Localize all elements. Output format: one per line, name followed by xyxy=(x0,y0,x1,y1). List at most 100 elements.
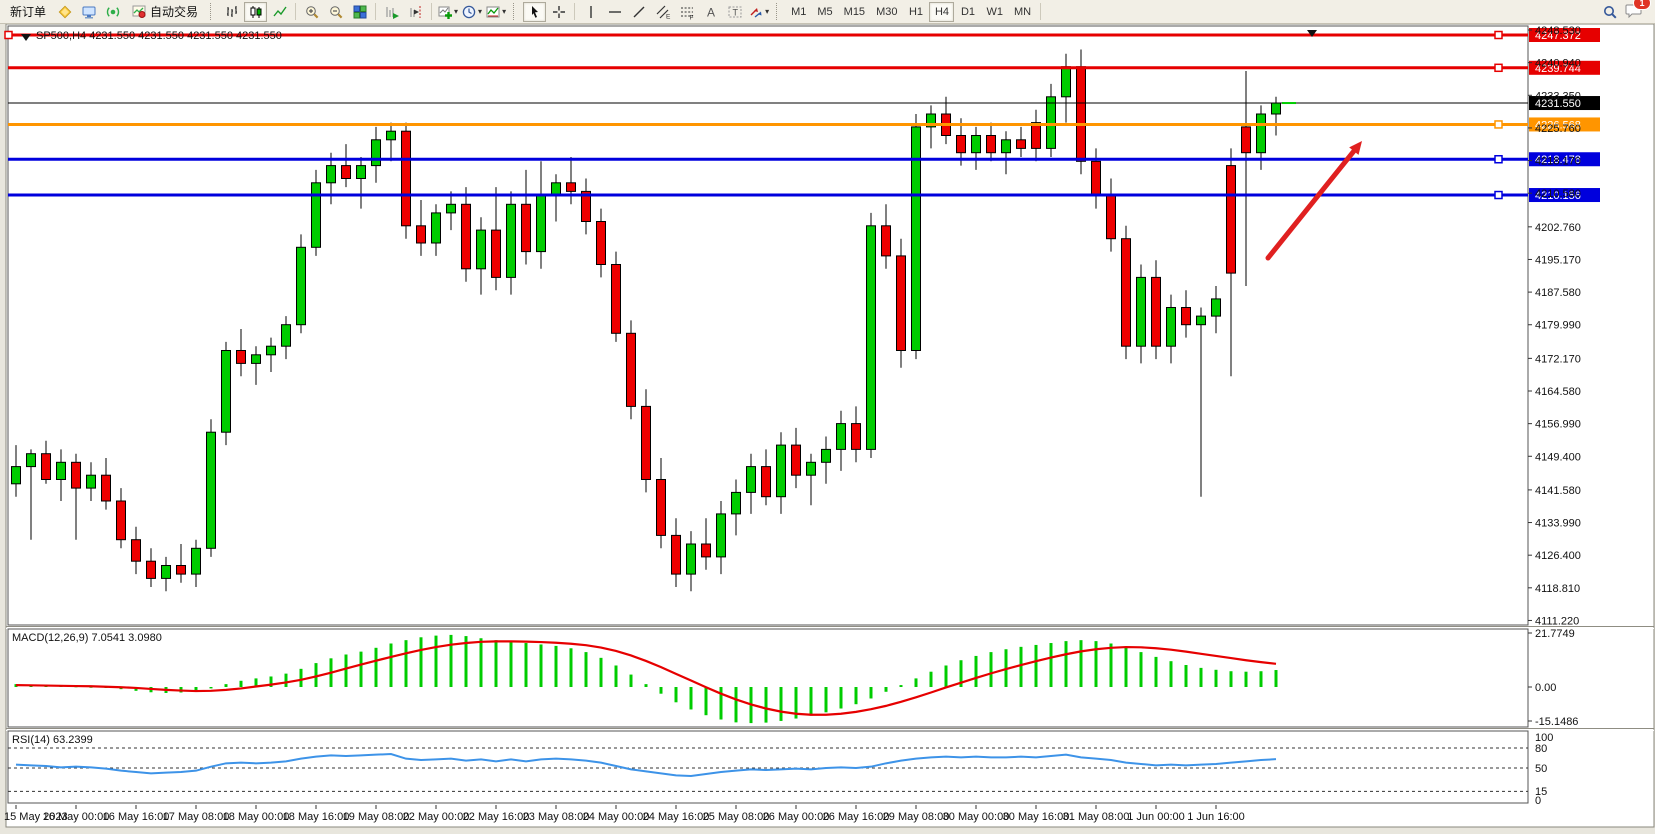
toolbar-grip xyxy=(513,3,518,20)
macd-histogram-bar xyxy=(734,687,738,723)
candle-body xyxy=(1196,315,1206,326)
fibonacci-icon[interactable]: F xyxy=(675,2,698,22)
macd-histogram-bar xyxy=(1229,671,1233,687)
price-level-badge-text: 4210.156 xyxy=(1535,190,1581,202)
period-m5-button[interactable]: M5 xyxy=(812,2,837,22)
macd-histogram-bar xyxy=(1214,669,1218,687)
autotrade-button[interactable]: 自动交易 xyxy=(125,2,204,22)
level-handle[interactable] xyxy=(1494,190,1503,200)
macd-histogram-bar xyxy=(254,678,258,687)
new-chart-button[interactable]: ▾ xyxy=(436,2,459,22)
rsi-label: RSI(14) 63.2399 xyxy=(12,734,93,746)
candlestick-chart-icon[interactable] xyxy=(244,1,268,22)
timeframes-clock-button[interactable]: ▾ xyxy=(460,2,483,22)
level-handle[interactable] xyxy=(1494,120,1503,129)
period-h4-button[interactable]: H4 xyxy=(929,1,955,22)
time-tick-label: 1 Jun 00:00 xyxy=(1127,811,1185,823)
macd-histogram-bar xyxy=(869,687,873,699)
macd-histogram-bar xyxy=(794,687,798,719)
cursor-icon[interactable] xyxy=(523,1,547,22)
price-level-badge xyxy=(1529,152,1600,167)
macd-signal-line xyxy=(15,640,1277,716)
time-tick-label: 25 May 08:00 xyxy=(703,811,770,823)
toolbar-separator xyxy=(431,3,433,20)
arrows-shapes-button[interactable]: ▾ xyxy=(747,2,770,22)
macd-histogram-bar xyxy=(599,657,603,687)
period-d1-button[interactable]: D1 xyxy=(955,2,980,22)
signal-icon[interactable] xyxy=(101,2,124,22)
macd-histogram-bar xyxy=(1274,670,1278,687)
time-tick-label: 15 May 2023 xyxy=(4,811,68,823)
level-handle[interactable] xyxy=(1494,63,1503,73)
price-tick-label: 4149.400 xyxy=(1535,451,1581,463)
horizontal-level-lines[interactable]: 4247.372 4239.744 4226.568 4218.478 4210.156… xyxy=(4,28,1600,203)
period-m30-button[interactable]: M30 xyxy=(871,2,902,22)
candle-body xyxy=(791,444,801,476)
level-handle[interactable] xyxy=(1494,30,1503,40)
chart-shift-icon[interactable] xyxy=(404,2,427,22)
vertical-line-icon[interactable] xyxy=(579,2,602,22)
tile-windows-icon[interactable] xyxy=(348,2,371,22)
trend-arrow-shaft[interactable] xyxy=(1265,143,1361,261)
level-handle[interactable] xyxy=(4,30,13,40)
rsi-panel xyxy=(7,730,1529,804)
rsi-axis-label: 50 xyxy=(1535,763,1547,775)
equidistant-channel-icon[interactable]: E xyxy=(651,2,674,22)
zoom-in-icon[interactable] xyxy=(300,2,323,22)
candle-body xyxy=(986,134,996,154)
candle-body xyxy=(806,461,816,476)
macd-histogram-bar xyxy=(914,678,918,687)
period-m15-button[interactable]: M15 xyxy=(839,2,870,22)
time-tick-label: 18 May 16:00 xyxy=(283,811,350,823)
macd-histogram-bar xyxy=(449,634,453,687)
terminal-icon[interactable] xyxy=(77,2,100,22)
macd-histogram-bar xyxy=(689,687,693,710)
notifications[interactable]: 1 xyxy=(1622,0,1651,23)
period-m1-button[interactable]: M1 xyxy=(786,2,811,22)
level-handle[interactable] xyxy=(1494,154,1503,164)
macd-histogram-bar xyxy=(839,687,843,709)
price-tick-label: 4218.170 xyxy=(1535,156,1581,168)
candle-body xyxy=(911,126,921,351)
horizontal-line-icon[interactable] xyxy=(603,2,626,22)
price-level-badge xyxy=(1529,188,1600,203)
price-axis[interactable]: 4248.530 4240.940 4233.350 4225.760 4218.170… xyxy=(1528,25,1581,627)
line-chart-icon[interactable] xyxy=(268,2,291,22)
search-icon[interactable] xyxy=(1598,2,1621,22)
period-h1-button[interactable]: H1 xyxy=(903,2,928,22)
candle-body xyxy=(56,461,66,480)
trendline-icon[interactable] xyxy=(627,2,650,22)
autoscroll-icon[interactable] xyxy=(380,2,403,22)
bar-chart-icon[interactable] xyxy=(220,2,243,22)
chart-plot-area[interactable] xyxy=(7,25,1529,626)
candle-body xyxy=(281,324,291,347)
trend-arrow-annotation[interactable] xyxy=(1265,141,1362,261)
macd-histogram-bar xyxy=(584,652,588,687)
new-order-button[interactable]: 新订单 xyxy=(4,2,52,22)
candle-body xyxy=(236,349,246,364)
chart-area: 4247.372 4239.744 4226.568 4218.478 4210.156… xyxy=(0,23,1655,829)
price-level-badge-text: 4226.568 xyxy=(1535,119,1581,131)
macd-histogram-bar xyxy=(1124,647,1128,687)
macd-histogram-bar xyxy=(239,680,243,687)
candle-body xyxy=(86,474,96,489)
macd-histogram-bar xyxy=(704,687,708,716)
crosshair-icon[interactable] xyxy=(547,2,570,22)
zoom-out-icon[interactable] xyxy=(324,2,347,22)
indicators-button[interactable]: ▾ xyxy=(484,2,507,22)
candle-body xyxy=(776,444,786,498)
price-level-badge xyxy=(1529,117,1600,132)
candle-body xyxy=(371,139,381,167)
period-mn-button[interactable]: MN xyxy=(1009,2,1036,22)
period-w1-button[interactable]: W1 xyxy=(981,2,1008,22)
macd-histogram-bar xyxy=(539,644,543,687)
macd-axis-label: 0.00 xyxy=(1535,682,1556,694)
candle-body xyxy=(671,534,681,575)
coin-icon[interactable] xyxy=(53,2,76,22)
text-label-icon[interactable]: T xyxy=(723,2,746,22)
text-icon[interactable]: A xyxy=(699,2,722,22)
macd-histogram-bar xyxy=(419,637,423,687)
candle-body xyxy=(926,113,936,128)
macd-histogram-bar xyxy=(1094,641,1098,687)
